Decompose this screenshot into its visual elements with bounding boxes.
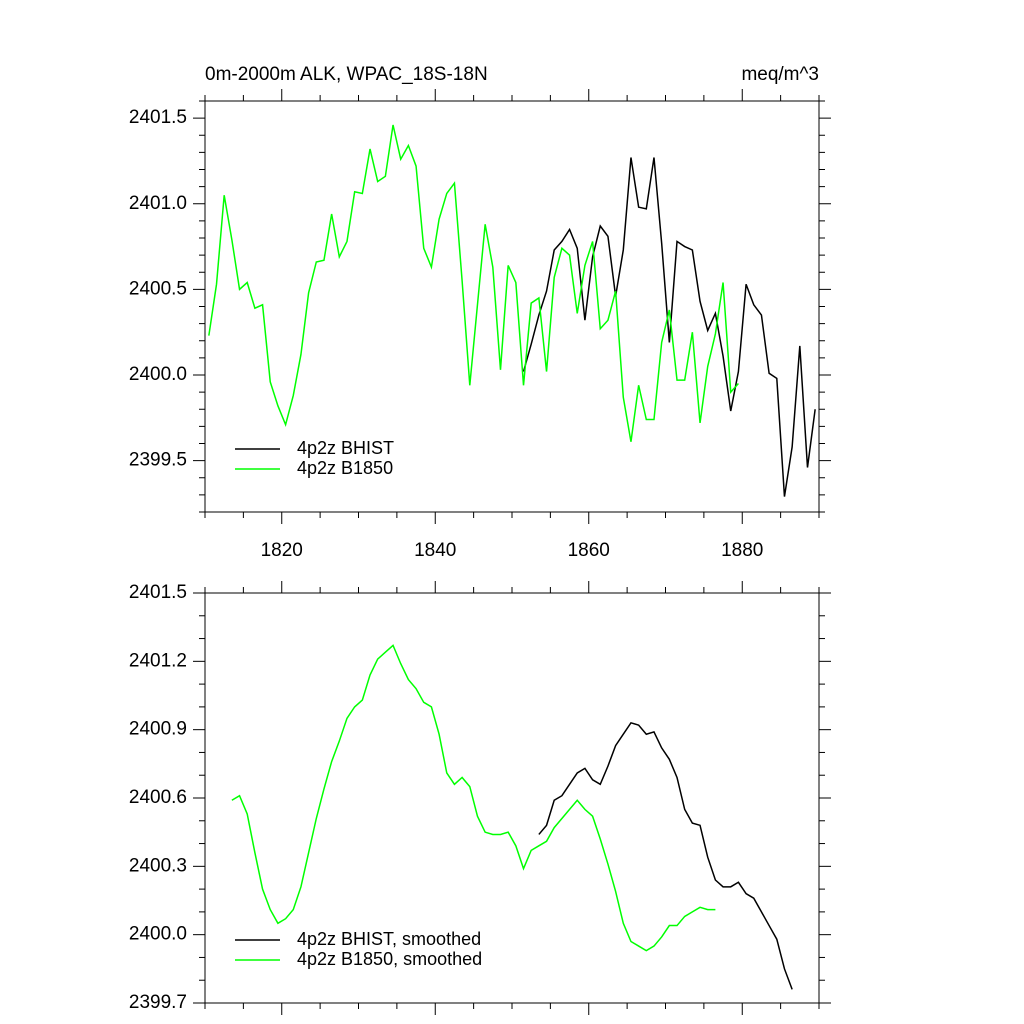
legend-label: 4p2z B1850, smoothed [297,949,482,969]
legend-label: 4p2z B1850 [297,458,393,478]
y-tick-label: 2400.3 [129,855,187,876]
y-tick-label: 2400.0 [129,364,187,385]
y-tick-label: 2401.5 [129,582,187,603]
chart-title: 0m-2000m ALK, WPAC_18S-18N [205,64,488,85]
series-line [522,157,816,497]
series-line [231,644,716,952]
legend-label: 4p2z BHIST, smoothed [297,929,481,949]
y-tick-label: 2401.0 [129,193,187,214]
x-tick-label: 1820 [261,540,303,561]
x-tick-label: 1860 [568,540,610,561]
x-tick-label: 1880 [721,540,763,561]
y-tick-label: 2401.5 [129,107,187,128]
y-tick-label: 2399.5 [129,450,187,471]
y-tick-label: 2400.0 [129,924,187,945]
series-line [208,124,739,442]
units-label: meq/m^3 [741,64,819,85]
y-tick-label: 2400.9 [129,719,187,740]
y-tick-label: 2400.6 [129,787,187,808]
y-tick-label: 2401.2 [129,650,187,671]
x-tick-label: 1840 [414,540,456,561]
y-tick-label: 2400.5 [129,278,187,299]
legend-label: 4p2z BHIST [297,438,394,458]
y-tick-label: 2399.7 [129,992,187,1013]
series-line [538,721,793,990]
